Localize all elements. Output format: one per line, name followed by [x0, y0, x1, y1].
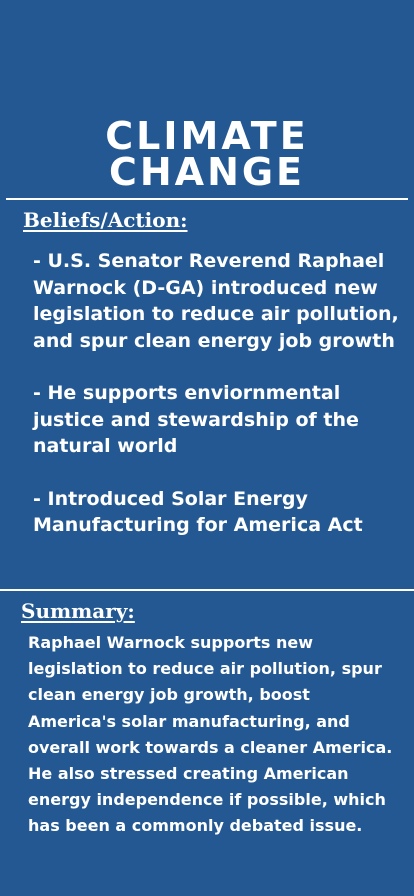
beliefs-list: - U.S. Senator Reverend Raphael Warnock … [33, 248, 405, 565]
beliefs-heading: Beliefs/Action: [23, 208, 188, 232]
beliefs-item-justice: - He supports enviornmental justice and … [33, 382, 359, 457]
title-line-1: CLIMATE [105, 114, 309, 158]
beliefs-item-legislation: - U.S. Senator Reverend Raphael Warnock … [33, 250, 399, 352]
beliefs-item-solar-act: - Introduced Solar Energy Manufacturing … [33, 487, 363, 537]
top-divider [6, 198, 408, 200]
summary-text: Raphael Warnock supports new legislation… [28, 633, 393, 836]
section-divider [0, 589, 414, 591]
page-title: CLIMATE CHANGE [0, 117, 414, 191]
title-line-2: CHANGE [108, 150, 306, 194]
summary-heading: Summary: [21, 599, 135, 623]
